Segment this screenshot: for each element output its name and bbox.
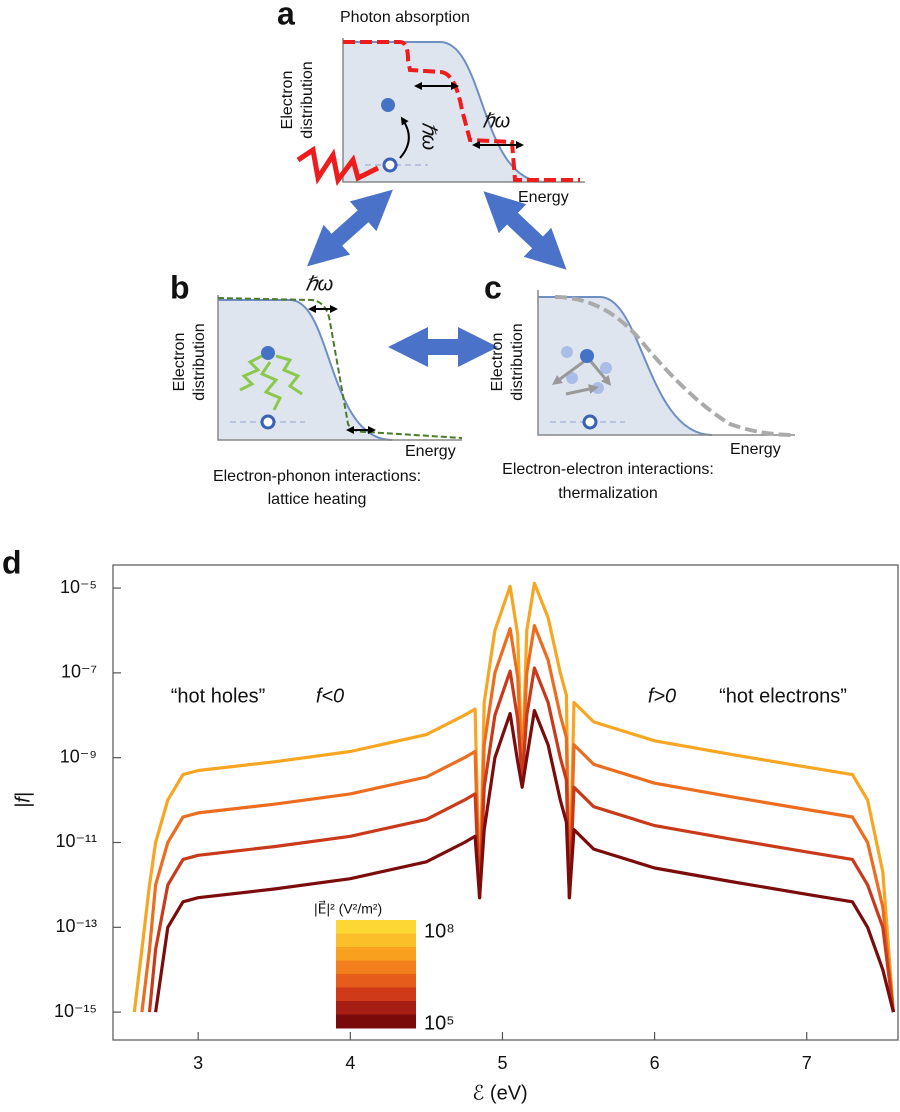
caption: Electron-phonon interactions: bbox=[213, 468, 421, 485]
y-tick-label: 10⁻⁷ bbox=[61, 662, 97, 682]
fermi-curve bbox=[538, 296, 713, 436]
panel-letter: a bbox=[277, 0, 295, 31]
y-label: distribution bbox=[509, 323, 526, 400]
thermalized-distribution bbox=[554, 295, 796, 437]
y-tick-label: 10⁻⁵ bbox=[60, 577, 97, 597]
excitation-arrow bbox=[399, 116, 410, 159]
y-label: Electron bbox=[171, 333, 188, 392]
colorbar-swatch bbox=[336, 960, 416, 975]
hole bbox=[260, 414, 276, 430]
hbar-omega: ℏω bbox=[482, 110, 510, 132]
phonon bbox=[259, 361, 283, 411]
panel-letter: c bbox=[484, 269, 502, 305]
electron bbox=[381, 98, 395, 112]
panel-b: b ℏω Electron distribution Energy Electr… bbox=[170, 269, 463, 508]
y-label: distribution bbox=[191, 323, 208, 400]
panel-a: a Photon absorption Electron distributio… bbox=[277, 0, 585, 206]
colorbar-swatch bbox=[336, 1014, 416, 1029]
colorbar-swatch bbox=[336, 920, 416, 934]
scattered-electron bbox=[561, 346, 573, 358]
fermi-curve bbox=[343, 41, 546, 183]
x-label: Energy bbox=[518, 189, 569, 206]
x-tick-label: 4 bbox=[345, 1053, 355, 1073]
colorbar-label: 10⁵ bbox=[424, 1012, 455, 1034]
y-tick-label: 10⁻⁹ bbox=[60, 746, 97, 766]
caption: Electron-electron interactions: bbox=[502, 461, 714, 478]
colorbar-swatch bbox=[336, 974, 416, 988]
x-tick-label: 5 bbox=[497, 1053, 507, 1073]
panel-letter: b bbox=[170, 269, 190, 305]
x-label: Energy bbox=[405, 443, 456, 460]
colorbar-title: |E⃗|² (V²/m²) bbox=[314, 900, 382, 917]
y-axis-title: |f| bbox=[12, 792, 34, 808]
scatter-arrow bbox=[586, 357, 612, 386]
colorbar-swatch bbox=[336, 1001, 416, 1015]
process-arrow bbox=[307, 189, 393, 267]
annotation: f>0 bbox=[648, 685, 676, 707]
process-arrow bbox=[483, 191, 567, 270]
x-tick-label: 6 bbox=[650, 1053, 660, 1073]
hole bbox=[582, 414, 598, 430]
panel-c: c Electron distribution Energy Electron-… bbox=[484, 269, 796, 502]
y-tick-label: 10⁻¹⁵ bbox=[54, 1001, 97, 1021]
scattered-electron bbox=[566, 372, 578, 384]
series-line bbox=[132, 581, 895, 1013]
panel-title: Photon absorption bbox=[340, 9, 470, 26]
annotation: “hot holes” bbox=[171, 685, 266, 707]
phonon bbox=[239, 354, 263, 392]
electron bbox=[261, 346, 275, 360]
hbar-omega: ℏω bbox=[418, 122, 440, 150]
annotation: f<0 bbox=[316, 685, 344, 707]
scatter-arrow bbox=[565, 384, 599, 396]
axes bbox=[217, 295, 462, 441]
scatter-arrow bbox=[551, 358, 587, 385]
y-tick-label: 10⁻¹¹ bbox=[55, 831, 97, 851]
y-label: Electron bbox=[279, 71, 296, 130]
hbar-omega: ℏω bbox=[305, 273, 333, 295]
electron bbox=[580, 349, 594, 363]
series-line bbox=[140, 624, 895, 1013]
y-label: distribution bbox=[299, 61, 316, 138]
y-tick-label: 10⁻¹³ bbox=[55, 916, 97, 936]
annotation: “hot electrons” bbox=[719, 685, 847, 707]
x-label: Energy bbox=[730, 441, 781, 458]
scattered-electron bbox=[600, 362, 612, 374]
distribution-fill bbox=[218, 300, 392, 440]
excited-distribution bbox=[343, 40, 580, 182]
axes bbox=[342, 38, 585, 183]
axes bbox=[537, 290, 795, 436]
panel-letter: d bbox=[2, 544, 22, 580]
x-tick-label: 7 bbox=[802, 1053, 812, 1073]
series-line bbox=[154, 708, 895, 1013]
colorbar-swatch bbox=[336, 987, 416, 1002]
photon bbox=[296, 145, 380, 186]
phonon bbox=[275, 354, 303, 396]
x-tick-label: 3 bbox=[193, 1053, 203, 1073]
colorbar-swatch bbox=[336, 947, 416, 961]
y-label: Electron bbox=[489, 333, 506, 392]
panel-d: d |f| ℰ (eV) “hot holes” f<0 f>0 “hot el… bbox=[2, 544, 899, 1104]
distribution-fill bbox=[538, 297, 712, 435]
caption: lattice heating bbox=[268, 491, 367, 508]
colorbar-swatch bbox=[336, 933, 416, 948]
hole bbox=[382, 157, 398, 173]
colorbar-label: 10⁸ bbox=[424, 920, 455, 942]
x-axis-title: ℰ (eV) bbox=[472, 1082, 527, 1104]
caption: thermalization bbox=[558, 485, 658, 502]
plot-frame bbox=[112, 564, 899, 1041]
